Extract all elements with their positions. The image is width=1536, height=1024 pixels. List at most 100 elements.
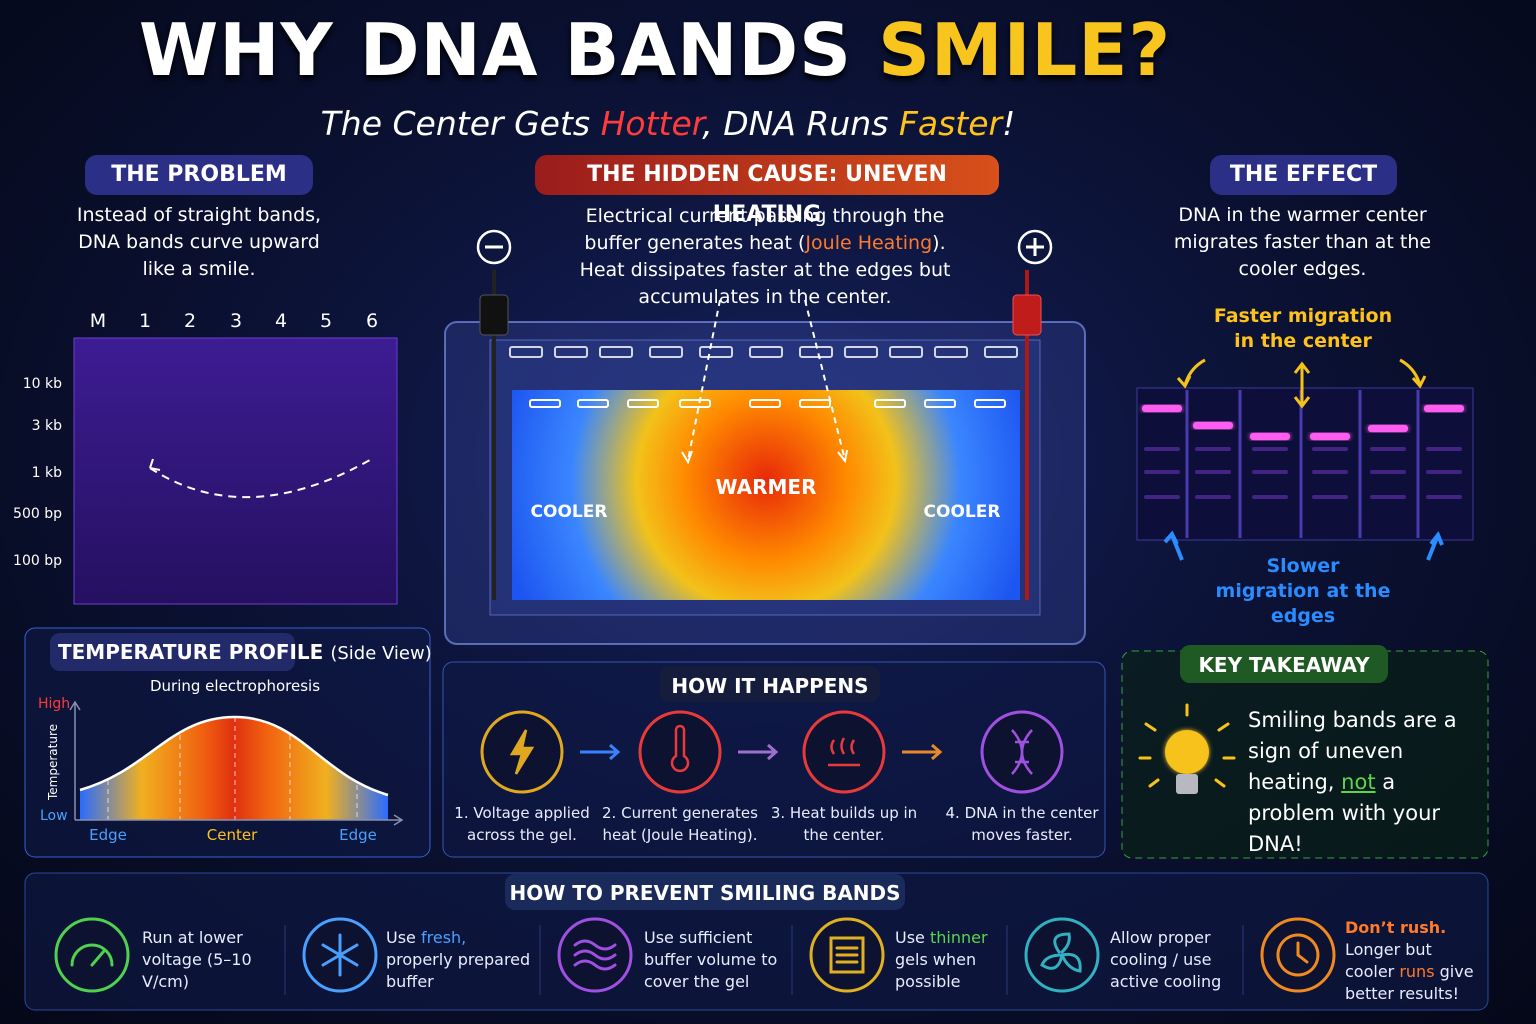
tip-glyph <box>321 933 359 977</box>
section-heading: THE HIDDEN CAUSE: UNEVEN HEATING <box>587 162 947 227</box>
tip-text: Longer but cooler <box>1345 940 1432 981</box>
step-glyph <box>828 737 860 767</box>
slower-label: Slower migration at the edges <box>1215 555 1391 627</box>
smile-arrow <box>149 459 371 498</box>
gel-well <box>874 399 906 408</box>
tip: Use thinner gels when possible <box>895 927 1015 993</box>
faint-band <box>1252 470 1288 474</box>
tip: Use sufficient buffer volume to cover th… <box>644 927 794 993</box>
edge-label: Edge <box>339 826 377 844</box>
lane-label: 5 <box>319 310 333 332</box>
effect-band <box>1368 425 1408 432</box>
tip-text: Use <box>386 928 421 947</box>
tip-highlight: runs <box>1399 962 1435 981</box>
cooler-label: COOLER <box>923 502 1001 522</box>
temperature-subtitle: During electrophoresis <box>149 677 321 695</box>
faint-band <box>1312 470 1348 474</box>
tip: Allow proper cooling / use active coolin… <box>1110 927 1230 993</box>
step-text: 4. DNA in the center moves faster. <box>945 804 1099 844</box>
temperature-heading: TEMPERATURE PROFILE (Side View) <box>58 640 432 664</box>
title: WHY DNA BANDS SMILE? <box>0 8 1310 92</box>
pill <box>535 155 999 195</box>
wells <box>509 346 1018 408</box>
heading-text: TEMPERATURE PROFILE <box>58 640 324 664</box>
pill <box>85 155 313 195</box>
pill <box>1180 645 1388 683</box>
gel-well <box>799 399 831 408</box>
panel <box>24 872 1489 1011</box>
effect-band <box>1193 422 1233 429</box>
lane-label: 6 <box>365 310 379 332</box>
faint-band <box>1312 495 1348 499</box>
cause-text-part: Electrical current passing through the b… <box>584 205 945 254</box>
size-label: 100 bp <box>13 553 62 569</box>
section-heading: THE PROBLEM <box>111 162 287 187</box>
bulb-rays <box>1138 703 1236 788</box>
pill <box>50 633 295 671</box>
lane-label: 4 <box>274 310 288 332</box>
tip-highlight: Don’t rush. <box>1345 918 1447 937</box>
faint-band <box>1426 495 1462 499</box>
tip: Don’t rush. Longer but cooler runs give … <box>1345 917 1475 1005</box>
tip-glyph <box>829 936 865 974</box>
step-text: 2. Current generates heat (Joule Heating… <box>602 804 758 844</box>
tank-well <box>984 346 1018 358</box>
subtitle-text: , DNA Runs <box>702 104 899 143</box>
effect-text: DNA in the warmer center migrates faster… <box>1173 204 1432 280</box>
high-label: High <box>38 696 71 712</box>
step-arrow <box>738 743 779 761</box>
tip-highlight: thinner <box>929 928 988 947</box>
faint-band <box>1312 447 1348 451</box>
faint-band <box>1426 447 1462 451</box>
tip-text: give better results! <box>1345 962 1474 1003</box>
faint-band <box>1195 470 1231 474</box>
gel-well <box>627 399 659 408</box>
tip-glyph <box>573 939 617 971</box>
tank-well <box>844 346 878 358</box>
cooler-label: COOLER <box>530 502 608 522</box>
tip-text: Use sufficient buffer volume to cover th… <box>644 928 778 991</box>
takeaway-highlight: not <box>1341 770 1376 794</box>
plus-icon <box>1017 229 1053 265</box>
tank-well <box>889 346 923 358</box>
faint-band <box>1144 470 1180 474</box>
step-icon <box>638 710 722 794</box>
faint-band <box>1195 495 1231 499</box>
axis <box>69 700 404 826</box>
tip-text: Run at lower voltage (5–10 V/cm) <box>142 928 252 991</box>
low-label: Low <box>40 808 68 824</box>
gel-well <box>924 399 956 408</box>
edge-label: Edge <box>89 826 127 844</box>
gel-well <box>749 399 781 408</box>
step-icons <box>480 710 1064 794</box>
step-arrow <box>902 743 943 761</box>
tank-well <box>509 346 543 358</box>
title-text: WHY DNA BANDS <box>138 8 879 92</box>
arrow-head <box>1176 375 1192 389</box>
size-label: 10 kb <box>22 376 62 392</box>
electrode-cap <box>479 294 509 336</box>
faint-band <box>1252 447 1288 451</box>
lane-label: 2 <box>183 310 197 332</box>
effect-band <box>1310 433 1350 440</box>
tip-glyph <box>70 943 114 967</box>
tip: Use fresh, properly prepared buffer <box>386 927 536 993</box>
heading-note: (Side View) <box>330 643 432 664</box>
step-text: 3. Heat builds up in the center. <box>770 804 918 844</box>
gel-well <box>679 399 711 408</box>
pill <box>660 666 880 702</box>
gel-well <box>974 399 1006 408</box>
subtitle: The Center Gets Hotter, DNA Runs Faster! <box>0 104 1336 143</box>
step-glyph <box>509 729 535 775</box>
section-heading: KEY TAKEAWAY <box>1198 653 1370 677</box>
faster-arrow <box>1399 358 1422 386</box>
tank-well <box>554 346 588 358</box>
takeaway-text: Smiling bands are a sign of uneven heati… <box>1248 705 1483 860</box>
faint-band <box>1144 495 1180 499</box>
tip-text: gels when possible <box>895 950 977 991</box>
effect-band <box>1142 405 1182 412</box>
step-glyph <box>670 724 690 773</box>
lane-label: M <box>89 310 107 332</box>
size-label: 1 kb <box>31 465 62 481</box>
